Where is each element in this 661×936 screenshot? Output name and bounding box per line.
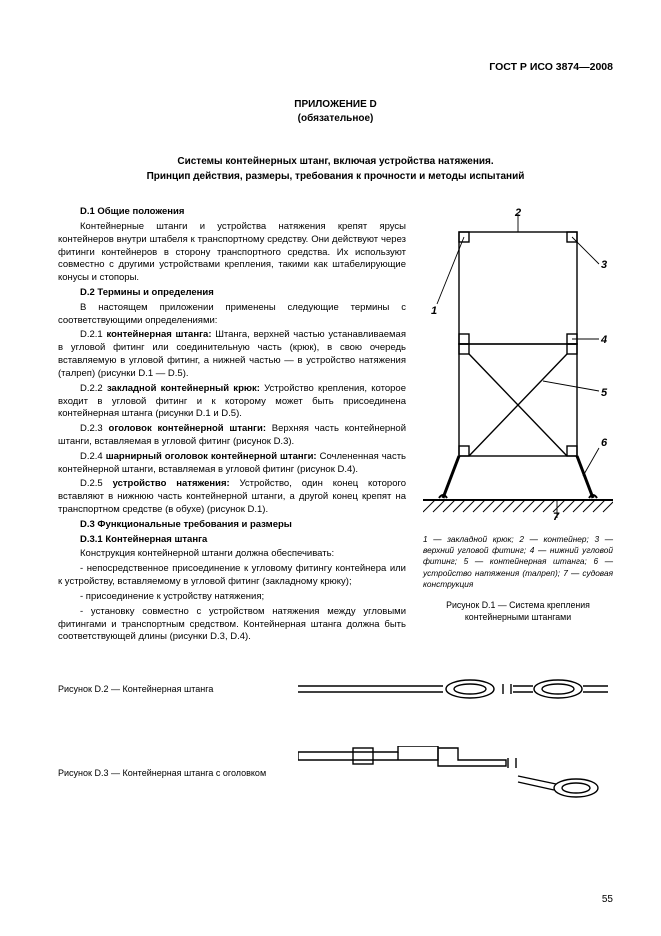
bullet-2: - присоединение к устройству натяжения; [58,591,406,604]
bullet-3: - установку совместно с устройством натя… [58,606,406,644]
label-7: 7 [553,511,560,521]
para-d1: Контейнерные штанги и устройства натяжен… [58,221,406,285]
heading-d1: D.1 Общие положения [58,206,406,219]
section-title: Системы контейнерных штанг, включая устр… [58,155,613,184]
term-d25: D.2.5 устройство натяжения: Устройство, … [58,478,406,516]
heading-d31: D.3.1 Контейнерная штанга [58,534,406,547]
figure-d3 [298,746,608,800]
para-d2-intro: В настоящем приложении применены следующ… [58,302,406,328]
text-column: D.1 Общие положения Контейнерные штанги … [58,206,406,644]
document-id: ГОСТ Р ИСО 3874—2008 [58,60,613,74]
figure-d1-caption: Рисунок D.1 — Система крепления контейне… [423,600,613,624]
title-line-1: Системы контейнерных штанг, включая устр… [177,156,493,167]
label-4: 4 [600,334,607,346]
content-columns: D.1 Общие положения Контейнерные штанги … [58,206,613,644]
figure-d1: 1 2 3 4 5 6 7 1 — закладной крюк; 2 — ко… [423,206,613,624]
heading-d3: D.3 Функциональные требования и размеры [58,519,406,532]
appendix-sublabel: (обязательное) [58,112,613,126]
title-line-2: Принцип действия, размеры, требования к … [147,171,525,182]
term-d21: D.2.1 контейнерная штанга: Штанга, верхн… [58,329,406,380]
para-d31: Конструкция контейнерной штанги должна о… [58,548,406,561]
lower-figures: Рисунок D.2 — Контейнерная штанга [58,672,613,800]
appendix-label: ПРИЛОЖЕНИЕ D [58,98,613,112]
label-2: 2 [514,207,521,219]
term-d24: D.2.4 шарнирный оголовок контейнерной шт… [58,451,406,477]
diagram-d1: 1 2 3 4 5 6 7 [423,206,613,521]
figure-d2-caption: Рисунок D.2 — Контейнерная штанга [58,683,298,695]
figure-d3-row: Рисунок D.3 — Контейнерная штанга с огол… [58,746,613,800]
label-1: 1 [431,305,437,317]
page-number: 55 [602,893,613,907]
figure-d2-row: Рисунок D.2 — Контейнерная штанга [58,672,613,706]
term-d23: D.2.3 оголовок контейнерной штанги: Верх… [58,423,406,449]
figure-d3-caption: Рисунок D.3 — Контейнерная штанга с огол… [58,767,298,779]
label-5: 5 [601,387,608,399]
heading-d2: D.2 Термины и определения [58,287,406,300]
bullet-1: - непосредственное присоединение к углов… [58,563,406,589]
term-d22: D.2.2 закладной контейнерный крюк: Устро… [58,383,406,421]
figure-d1-legend: 1 — закладной крюк; 2 — контейнер; 3 — в… [423,534,613,590]
label-3: 3 [601,259,607,271]
label-6: 6 [601,437,608,449]
figure-d2 [298,672,608,706]
page: ГОСТ Р ИСО 3874—2008 ПРИЛОЖЕНИЕ D (обяза… [0,0,661,936]
